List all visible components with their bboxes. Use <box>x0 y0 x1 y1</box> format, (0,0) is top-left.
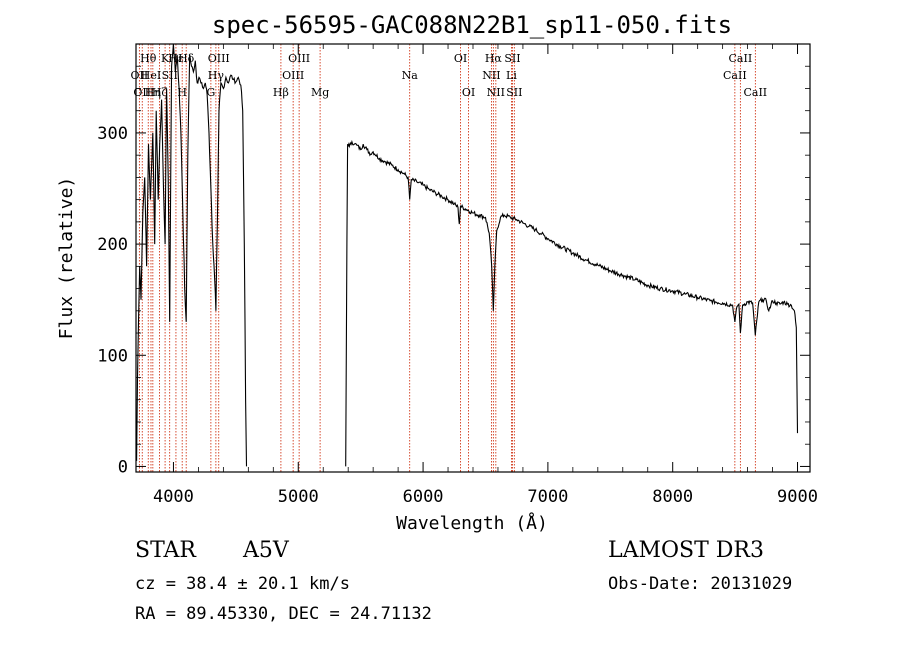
x-axis-label: Wavelength (Å) <box>396 512 548 534</box>
x-tick-label-0: 4000 <box>153 487 194 507</box>
spectrum-line <box>136 43 799 467</box>
marker-label-21: NII <box>482 69 500 82</box>
y-tick-label-2: 200 <box>97 235 128 255</box>
marker-label-14: Hβ <box>273 86 289 99</box>
marker-label-17: Mg <box>311 86 329 99</box>
observation-date: Obs-Date: 20131029 <box>608 574 793 594</box>
line-markers <box>138 44 756 472</box>
marker-label-10: Hδ <box>178 52 195 65</box>
x-tick-label-4: 8000 <box>652 487 693 507</box>
chart-title: spec-56595-GAC088N22B1_sp11-050.fits <box>212 11 732 39</box>
marker-label-11: G <box>206 86 215 99</box>
marker-label-28: CaII <box>729 52 753 65</box>
marker-label-22: Hα <box>485 52 503 65</box>
survey-name: LAMOST DR3 <box>608 538 764 563</box>
marker-label-19: OI <box>454 52 467 65</box>
y-tick-label-0: 0 <box>118 457 128 477</box>
marker-label-7: SII <box>162 69 178 82</box>
marker-label-29: CaII <box>743 86 767 99</box>
y-tick-label-1: 100 <box>97 346 128 366</box>
plot-frame <box>135 43 811 473</box>
marker-label-20: OI <box>462 86 475 99</box>
marker-label-27: CaII <box>723 69 747 82</box>
marker-label-6: K <box>161 52 170 65</box>
marker-label-15: OIII <box>282 69 304 82</box>
y-tick-label-3: 300 <box>97 124 128 144</box>
marker-label-3: HeI <box>141 69 161 82</box>
marker-label-26: SII <box>506 86 522 99</box>
marker-label-12: Hγ <box>208 69 225 82</box>
marker-label-18: Na <box>402 69 419 82</box>
marker-label-0: OII <box>131 69 149 82</box>
coordinates: RA = 89.45330, DEC = 24.71132 <box>135 604 432 624</box>
x-tick-label-3: 7000 <box>527 487 568 507</box>
x-tick-label-5: 9000 <box>777 487 818 507</box>
x-tick-label-1: 5000 <box>278 487 319 507</box>
marker-label-13: OIII <box>208 52 230 65</box>
marker-label-16: OIII <box>288 52 310 65</box>
object-subclass: A5V <box>243 538 289 563</box>
object-class: STAR <box>135 538 196 563</box>
marker-label-24: Li <box>506 69 517 82</box>
marker-label-9: H <box>177 86 187 99</box>
redshift-value: cz = 38.4 ± 20.1 km/s <box>135 574 350 594</box>
marker-label-5: Hζ <box>152 86 168 99</box>
y-axis-label: Flux (relative) <box>56 177 77 340</box>
marker-label-4: Hη <box>145 86 161 99</box>
marker-label-2: Hθ <box>140 52 157 65</box>
x-tick-label-2: 6000 <box>403 487 444 507</box>
marker-label-1: OII <box>133 86 151 99</box>
marker-label-25: SII <box>504 52 520 65</box>
axis-ticks: 4000 5000 6000 7000 8000 9000 0 100 200 300 <box>97 44 818 507</box>
line-marker-labels: OIIOIIHθHeIHηHζKSIIHεHHδGHγOIIIHβOIIIOII… <box>131 52 768 99</box>
marker-label-23: NII <box>487 86 505 99</box>
